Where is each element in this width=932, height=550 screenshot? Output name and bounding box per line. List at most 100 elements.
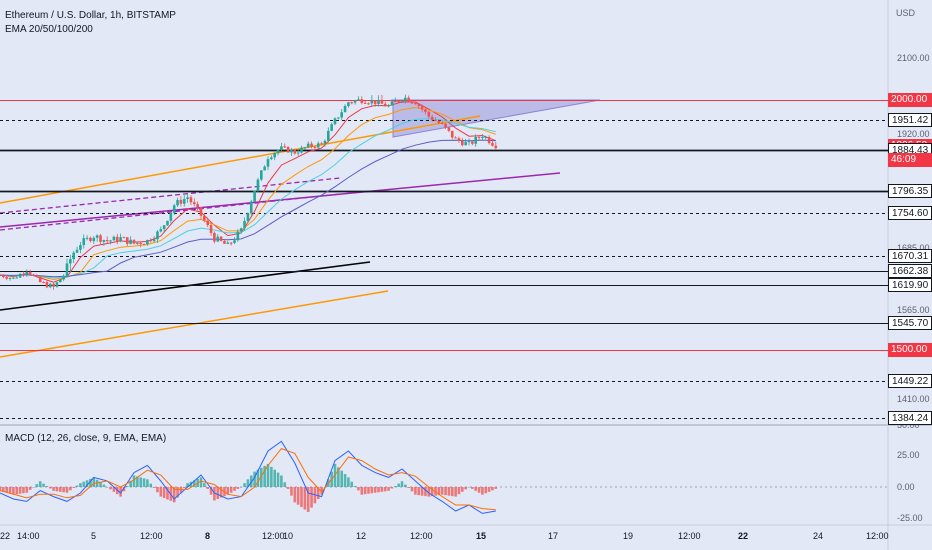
candle-body[interactable]	[28, 271, 32, 275]
candle-body[interactable]	[223, 240, 226, 244]
candle-body[interactable]	[196, 204, 199, 208]
candle-body[interactable]	[126, 237, 129, 244]
candle-body[interactable]	[15, 277, 19, 279]
candle-body[interactable]	[239, 228, 243, 232]
candle-body[interactable]	[199, 207, 203, 216]
candle-body[interactable]	[253, 190, 256, 202]
candle-body[interactable]	[152, 239, 156, 242]
price-label-1951.42[interactable]: 1951.42	[888, 113, 932, 127]
purple-dashed-trendline-lower[interactable]	[0, 193, 341, 231]
candle-body[interactable]	[172, 205, 176, 213]
candle-body[interactable]	[5, 277, 8, 279]
candle-body[interactable]	[149, 239, 153, 242]
candle-body[interactable]	[313, 146, 317, 148]
candle-body[interactable]	[380, 100, 384, 104]
candle-body[interactable]	[166, 220, 169, 226]
candle-body[interactable]	[182, 198, 186, 204]
candle-body[interactable]	[394, 101, 397, 103]
candle-body[interactable]	[65, 263, 69, 276]
candle-body[interactable]	[491, 143, 494, 146]
candle-body[interactable]	[142, 244, 146, 246]
candle-body[interactable]	[55, 282, 59, 287]
candle-body[interactable]	[75, 249, 79, 253]
candle-body[interactable]	[193, 202, 196, 205]
candle-body[interactable]	[8, 277, 12, 279]
symbol-title[interactable]: Ethereum / U.S. Dollar, 1h, BITSTAMP	[5, 10, 176, 21]
candle-body[interactable]	[447, 127, 451, 131]
candle-body[interactable]	[363, 102, 367, 104]
candle-body[interactable]	[316, 143, 320, 148]
candle-body[interactable]	[263, 166, 266, 171]
candle-body[interactable]	[256, 179, 260, 191]
candle-body[interactable]	[410, 102, 414, 104]
candle-body[interactable]	[467, 141, 471, 143]
candle-body[interactable]	[236, 231, 240, 241]
candle-body[interactable]	[59, 279, 62, 283]
candle-body[interactable]	[477, 136, 481, 138]
candle-body[interactable]	[213, 232, 216, 242]
candle-body[interactable]	[229, 242, 233, 244]
candle-body[interactable]	[323, 140, 327, 144]
candle-body[interactable]	[38, 277, 42, 283]
candle-body[interactable]	[0, 275, 2, 277]
candle-body[interactable]	[327, 130, 330, 141]
currency-unit[interactable]: USD	[896, 8, 916, 18]
macd-legend[interactable]: MACD (12, 26, close, 9, EMA, EMA)	[5, 433, 167, 444]
candle-body[interactable]	[52, 283, 55, 287]
candle-body[interactable]	[370, 100, 374, 104]
candle-body[interactable]	[286, 146, 290, 153]
candle-body[interactable]	[337, 117, 340, 119]
candle-body[interactable]	[347, 102, 350, 107]
candle-body[interactable]	[115, 236, 119, 242]
candle-body[interactable]	[360, 99, 364, 103]
ema-legend[interactable]: EMA 20/50/100/200	[5, 24, 93, 35]
candle-body[interactable]	[226, 242, 230, 244]
candle-body[interactable]	[377, 100, 380, 104]
candle-body[interactable]	[266, 159, 270, 167]
price-label-1500.00[interactable]: 1500.00	[888, 343, 932, 357]
candle-body[interactable]	[169, 212, 173, 221]
candle-body[interactable]	[457, 138, 461, 141]
candle-body[interactable]	[296, 152, 300, 154]
candle-body[interactable]	[92, 237, 96, 242]
candle-body[interactable]	[397, 101, 400, 103]
candle-body[interactable]	[136, 242, 139, 244]
candle-body[interactable]	[437, 120, 441, 124]
candle-body[interactable]	[18, 273, 22, 278]
candle-body[interactable]	[99, 235, 102, 242]
price-label-1662.38[interactable]: 1662.38	[888, 264, 932, 278]
candle-body[interactable]	[85, 237, 89, 239]
candle-body[interactable]	[290, 149, 293, 153]
candle-body[interactable]	[249, 201, 253, 214]
candle-body[interactable]	[330, 124, 333, 131]
candle-body[interactable]	[367, 103, 370, 105]
price-label-1670.31[interactable]: 1670.31	[888, 249, 932, 263]
candle-body[interactable]	[461, 140, 464, 146]
price-label-2000.00[interactable]: 2000.00	[888, 93, 932, 107]
candle-body[interactable]	[12, 277, 15, 279]
candle-body[interactable]	[414, 103, 417, 105]
candle-body[interactable]	[444, 123, 447, 128]
price-label-1449.22[interactable]: 1449.22	[888, 374, 932, 388]
candle-body[interactable]	[206, 220, 209, 226]
candle-body[interactable]	[450, 130, 454, 138]
candle-body[interactable]	[189, 197, 193, 203]
candle-body[interactable]	[454, 137, 457, 139]
candle-body[interactable]	[474, 136, 477, 144]
candle-body[interactable]	[427, 111, 431, 117]
candle-body[interactable]	[95, 235, 99, 238]
candle-body[interactable]	[209, 225, 213, 233]
candle-body[interactable]	[42, 282, 45, 284]
candle-body[interactable]	[246, 213, 250, 222]
candle-body[interactable]	[333, 118, 337, 125]
candle-body[interactable]	[105, 239, 109, 242]
candle-body[interactable]	[487, 136, 491, 144]
candle-body[interactable]	[109, 240, 112, 242]
candle-body[interactable]	[383, 103, 387, 107]
candle-body[interactable]	[400, 100, 404, 102]
candle-body[interactable]	[373, 100, 377, 104]
candlesticks[interactable]	[0, 94, 498, 290]
candle-body[interactable]	[407, 97, 410, 103]
price-label-1384.24[interactable]: 1384.24	[888, 411, 932, 425]
